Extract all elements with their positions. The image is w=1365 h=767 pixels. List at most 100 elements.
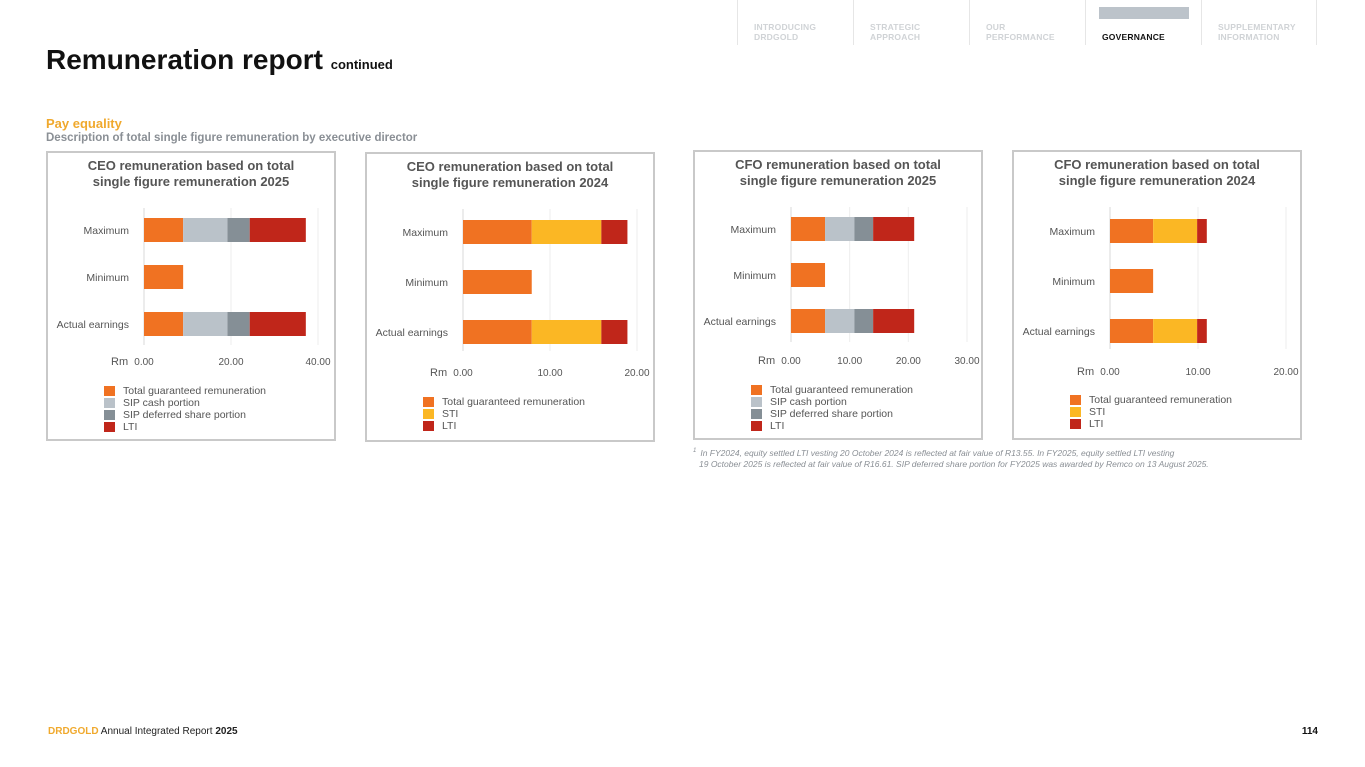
bar-segment	[1153, 219, 1198, 243]
legend-item: LTI	[104, 421, 266, 433]
chart-title: CEO remuneration based on total single f…	[367, 159, 653, 191]
bar-chart: Maximum Minimum Actual earnings 0.00 10.00 20…	[704, 207, 980, 367]
legend-label: SIP cash portion	[770, 396, 847, 408]
legend-label: Total guaranteed remuneration	[1089, 394, 1233, 406]
category-label: Actual earnings	[57, 319, 129, 331]
chart-title-line1: CFO remuneration based on total	[1054, 157, 1260, 172]
legend-item: SIP deferred share portion	[104, 409, 266, 421]
nav-strategic-approach[interactable]: STRATEGIC APPROACH	[853, 0, 969, 45]
nav-our-performance[interactable]: OUR PERFORMANCE	[969, 0, 1085, 45]
legend-swatch	[751, 409, 762, 419]
bar-segment	[825, 309, 855, 333]
legend-item: SIP cash portion	[751, 396, 913, 408]
chart-title-line1: CEO remuneration based on total	[406, 159, 614, 174]
bar-segment	[1110, 319, 1154, 343]
x-tick-label: 20.00	[218, 357, 243, 368]
x-axis-unit-label: Rm	[430, 367, 447, 379]
section-nav: INTRODUCING DRDGOLD STRATEGIC APPROACH O…	[737, 0, 1317, 45]
category-label: Actual earnings	[1023, 326, 1095, 338]
category-label: Minimum	[405, 277, 448, 289]
chart-legend: Total guaranteed remuneration SIP cash p…	[104, 385, 266, 433]
legend-swatch	[423, 421, 434, 431]
chart-panel-ceo-2025: CEO remuneration based on total single f…	[46, 151, 336, 441]
legend-swatch	[1070, 407, 1081, 417]
legend-label: SIP deferred share portion	[123, 409, 246, 421]
legend-swatch	[751, 385, 762, 395]
footnote-marker: 1	[693, 448, 697, 454]
chart-panel-cfo-2025: CFO remuneration based on total single f…	[693, 150, 983, 440]
category-label: Maximum	[83, 225, 129, 237]
legend-label: LTI	[770, 420, 785, 432]
page-title-text: Remuneration report	[46, 44, 323, 75]
x-tick-label: 0.00	[453, 368, 473, 379]
legend-swatch	[751, 421, 762, 431]
x-tick-label: 10.00	[1185, 367, 1210, 378]
nav-governance[interactable]: GOVERNANCE	[1085, 0, 1201, 45]
legend-swatch	[104, 410, 115, 420]
footnote-line1: In FY2024, equity settled LTI vesting 20…	[700, 447, 1175, 458]
bar-segment	[791, 217, 826, 241]
legend-label: LTI	[442, 420, 457, 432]
nav-label: OUR	[986, 22, 1006, 32]
footnote-line2: 19 October 2025 is reflected at fair val…	[699, 459, 1209, 470]
category-label: Minimum	[86, 272, 129, 284]
x-tick-label: 0.00	[134, 357, 154, 368]
nav-label: STRATEGIC	[870, 22, 921, 32]
nav-supplementary-information[interactable]: SUPPLEMENTARY INFORMATION	[1201, 0, 1317, 45]
x-tick-label: 30.00	[954, 356, 979, 367]
legend-label: STI	[442, 408, 459, 420]
nav-introducing-drdgold[interactable]: INTRODUCING DRDGOLD	[737, 0, 853, 45]
footer-year: 2025	[215, 726, 238, 737]
legend-label: STI	[1089, 406, 1106, 418]
bar-segment	[144, 265, 184, 289]
chart-title-line1: CFO remuneration based on total	[735, 157, 941, 172]
chart-title-line2: single figure remuneration 2024	[411, 175, 609, 190]
nav-label: SUPPLEMENTARY	[1218, 22, 1296, 32]
bar-segment	[1153, 319, 1198, 343]
x-axis-unit-label: Rm	[1077, 366, 1094, 378]
chart-title-line1: CEO remuneration based on total	[87, 158, 295, 173]
legend-item: Total guaranteed remuneration	[423, 396, 585, 408]
bar-chart: Maximum Minimum Actual earnings 0.00 10.00 20…	[1023, 207, 1299, 378]
footnote: 1 In FY2024, equity settled LTI vesting 2…	[693, 446, 1313, 471]
legend-item: LTI	[1070, 418, 1232, 430]
nav-label: PERFORMANCE	[986, 32, 1055, 42]
category-label: Minimum	[1052, 276, 1095, 288]
bar-chart: Maximum Minimum Actual earnings 0.00 10.00 20…	[376, 209, 650, 379]
category-label: Actual earnings	[376, 327, 448, 339]
legend-swatch	[1070, 395, 1081, 405]
bar-segment	[531, 320, 602, 344]
category-label: Minimum	[733, 270, 776, 282]
bar-segment	[791, 263, 826, 287]
x-tick-label: 0.00	[781, 356, 801, 367]
bar-segment	[873, 309, 915, 333]
page-number: 114	[1301, 726, 1318, 737]
chart-title: CFO remuneration based on total single f…	[1014, 157, 1300, 189]
x-tick-label: 20.00	[624, 368, 649, 379]
x-tick-label: 0.00	[1100, 367, 1120, 378]
bar-chart: Maximum Minimum Actual earnings 0.00 20.00 40…	[57, 208, 331, 368]
bar-segment	[601, 320, 628, 344]
bar-segment	[183, 312, 228, 336]
legend-swatch	[104, 386, 115, 396]
chart-title: CEO remuneration based on total single f…	[48, 158, 334, 190]
section-subtitle: Description of total single figure remun…	[46, 132, 418, 144]
chart-legend: Total guaranteed remuneration STI LTI	[423, 396, 585, 432]
footer-brand: DRDGOLD	[48, 726, 99, 737]
legend-item: Total guaranteed remuneration	[751, 384, 913, 396]
legend-label: Total guaranteed remuneration	[123, 385, 267, 397]
section-title: Pay equality	[46, 116, 122, 131]
x-tick-label: 10.00	[537, 368, 562, 379]
chart-panel-ceo-2024: CEO remuneration based on total single f…	[365, 152, 655, 442]
legend-label: Total guaranteed remuneration	[770, 384, 914, 396]
bar-segment	[1197, 219, 1207, 243]
legend-item: SIP cash portion	[104, 397, 266, 409]
bar-segment	[1197, 319, 1207, 343]
bar-segment	[791, 309, 826, 333]
x-tick-label: 20.00	[896, 356, 921, 367]
chart-title-line2: single figure remuneration 2025	[92, 174, 290, 189]
x-tick-label: 10.00	[837, 356, 862, 367]
legend-item: LTI	[423, 420, 585, 432]
legend-swatch	[104, 398, 115, 408]
legend-item: STI	[423, 408, 585, 420]
